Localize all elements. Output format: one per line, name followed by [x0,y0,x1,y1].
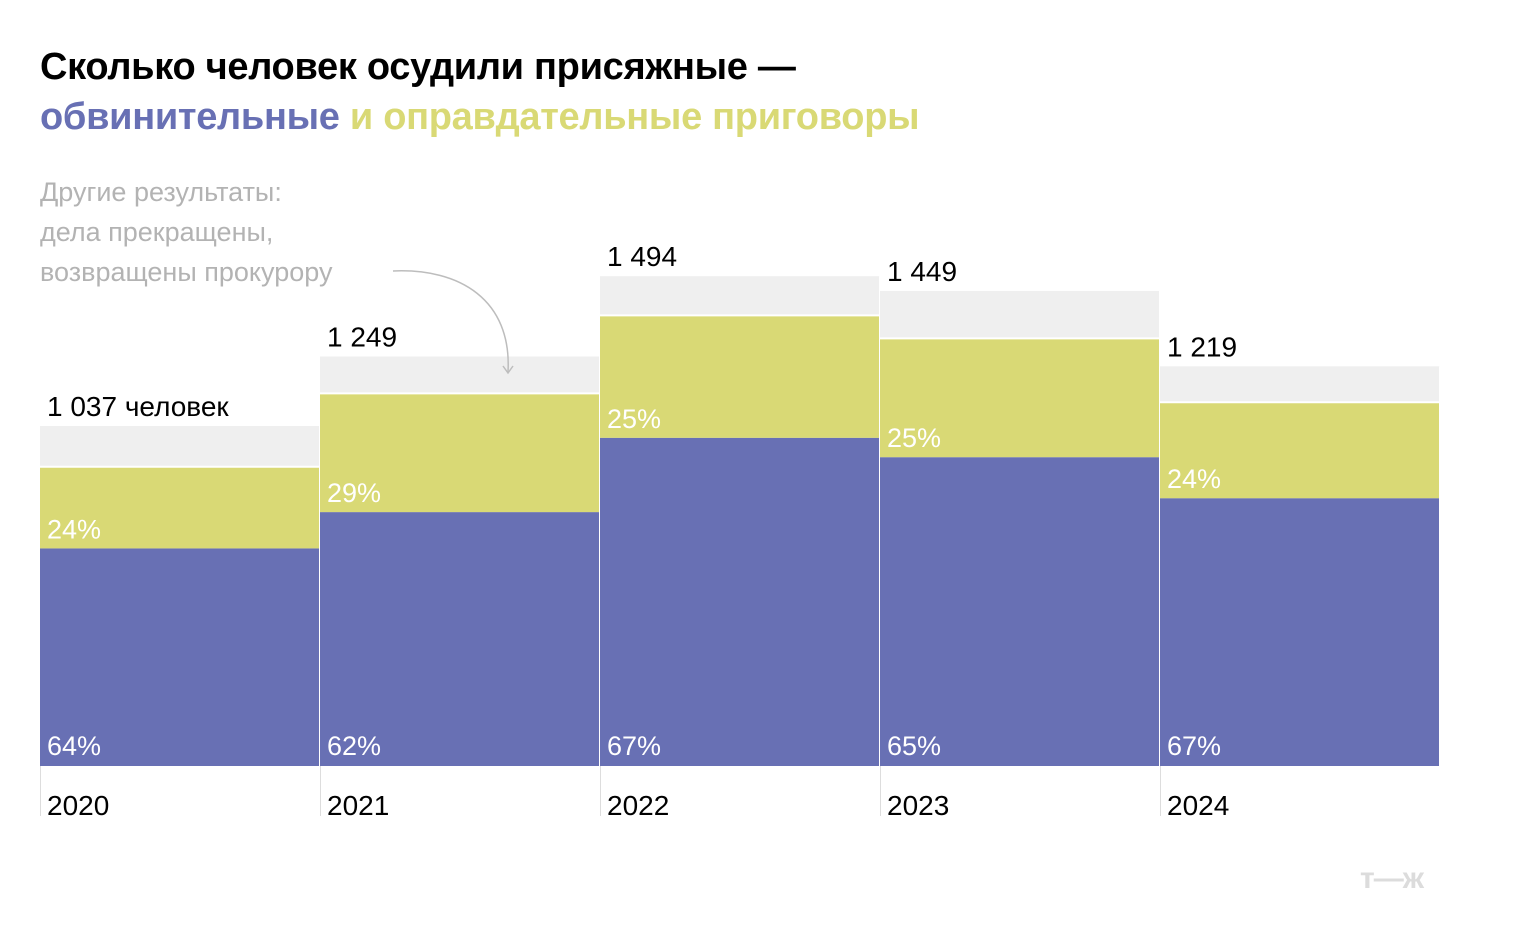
label-acquittals: 24% [47,514,101,544]
note-line: Другие результаты: [40,177,282,207]
label-convictions: 67% [607,731,661,761]
title-acquittals: и оправдательные приговоры [349,96,920,138]
tj-logo: т—ж [1360,862,1424,895]
title-convictions: обвинительные [40,96,340,138]
bar-segment-convictions [880,457,1160,766]
total-label: 1 449 [887,256,957,287]
bar-segment-convictions [320,512,600,766]
x-tick-label: 2022 [607,790,669,821]
label-convictions: 67% [1167,731,1221,761]
label-acquittals: 24% [1167,464,1221,494]
label-acquittals: 25% [607,404,661,434]
bar-segment-acquittals [320,393,600,513]
bar-segment-acquittals [600,315,880,438]
chart-title: Сколько человек осудили присяжные — обви… [40,42,920,142]
bar-segment-acquittals [40,466,320,549]
label-convictions: 65% [887,731,941,761]
bar-segment-convictions [40,548,320,766]
bar-segment-acquittals [1160,402,1440,499]
arrowhead-icon [502,365,514,375]
bar-segment-acquittals [880,338,1160,458]
label-acquittals: 29% [327,478,381,508]
title-line-2: обвинительные и оправдательные приговоры [40,92,920,142]
title-line-1: Сколько человек осудили присяжные — [40,46,796,88]
total-label: 1 037 человек [47,391,229,422]
total-label: 1 494 [607,241,677,272]
bar-segment-convictions [600,437,880,766]
label-convictions: 62% [327,731,381,761]
total-label: 1 219 [1167,331,1237,362]
x-tick-label: 2024 [1167,790,1229,821]
x-tick-label: 2020 [47,790,109,821]
note-line: дела прекращены, [40,217,274,247]
bar-segment-convictions [1160,498,1440,766]
total-label: 1 249 [327,321,397,352]
label-convictions: 64% [47,731,101,761]
x-tick-label: 2023 [887,790,949,821]
other-results-annotation: Другие результаты: дела прекращены, возв… [40,172,332,292]
note-line: возвращены прокурору [40,257,333,287]
x-tick-label: 2021 [327,790,389,821]
label-acquittals: 25% [887,423,941,453]
annotation-arrow-icon [392,270,509,373]
